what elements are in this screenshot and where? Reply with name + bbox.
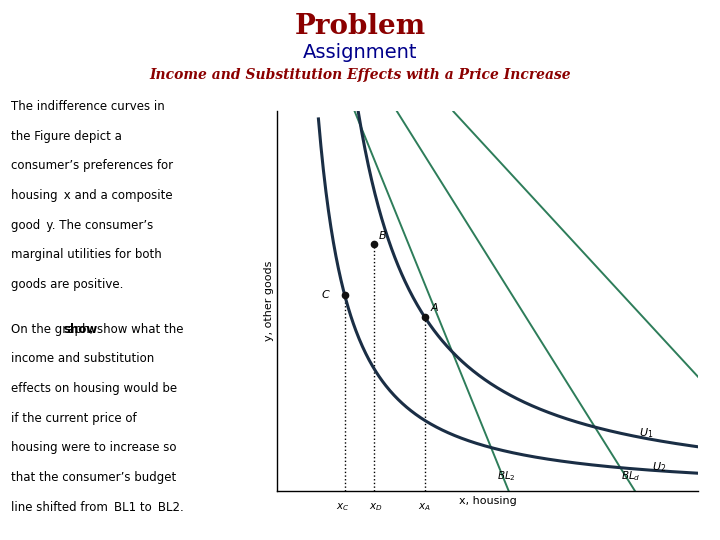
Text: $BL_2$: $BL_2$	[497, 469, 516, 483]
Text: A: A	[431, 302, 438, 313]
Text: $x_D$: $x_D$	[369, 501, 383, 512]
Text: housing  x and a composite: housing x and a composite	[11, 189, 172, 202]
Text: if the current price of: if the current price of	[11, 412, 136, 425]
Text: that the consumer’s budget: that the consumer’s budget	[11, 471, 176, 484]
Text: line shifted from  BL1 to  BL2.: line shifted from BL1 to BL2.	[11, 501, 184, 514]
Text: On the graph, show what the: On the graph, show what the	[11, 323, 184, 336]
Text: housing were to increase so: housing were to increase so	[11, 442, 176, 455]
Text: $U_2$: $U_2$	[652, 460, 666, 474]
Text: C: C	[321, 290, 329, 300]
Text: the Figure depict a: the Figure depict a	[11, 130, 122, 143]
Text: $U_1$: $U_1$	[639, 427, 654, 440]
Text: $BL_d$: $BL_d$	[621, 469, 640, 483]
Text: Problem: Problem	[294, 14, 426, 40]
Text: effects on housing would be: effects on housing would be	[11, 382, 177, 395]
X-axis label: x, housing: x, housing	[459, 496, 517, 505]
Text: The indifference curves in: The indifference curves in	[11, 100, 165, 113]
Text: B: B	[379, 231, 387, 241]
Y-axis label: y, other goods: y, other goods	[264, 261, 274, 341]
Text: Income and Substitution Effects with a Price Increase: Income and Substitution Effects with a P…	[149, 68, 571, 82]
Text: Assignment: Assignment	[302, 43, 418, 62]
Text: consumer’s preferences for: consumer’s preferences for	[11, 159, 173, 172]
Text: show: show	[63, 323, 97, 336]
Text: $x_A$: $x_A$	[418, 501, 431, 512]
Text: $x_C$: $x_C$	[336, 501, 349, 512]
Text: income and substitution: income and substitution	[11, 353, 154, 366]
Text: good  y. The consumer’s: good y. The consumer’s	[11, 219, 153, 232]
Text: marginal utilities for both: marginal utilities for both	[11, 248, 161, 261]
Text: goods are positive.: goods are positive.	[11, 278, 123, 291]
